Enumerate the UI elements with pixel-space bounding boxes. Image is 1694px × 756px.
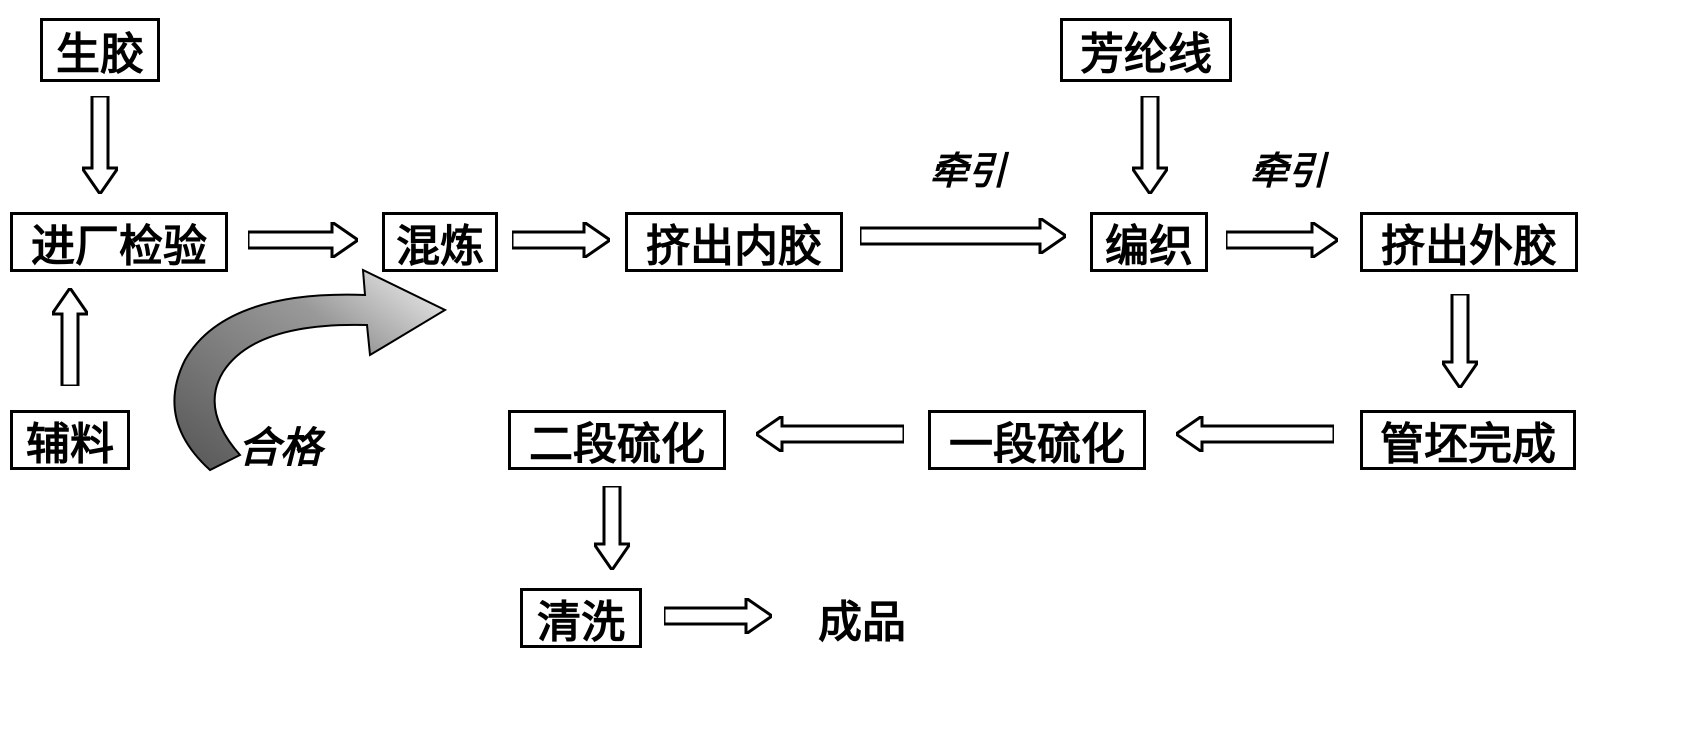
node-extrude-inner: 挤出内胶 bbox=[625, 212, 843, 272]
node-label: 清洗 bbox=[537, 586, 625, 650]
node-aramid: 芳纶线 bbox=[1060, 18, 1232, 82]
arrow-raw-to-insp bbox=[82, 96, 118, 194]
arrow-wash-to-prod bbox=[664, 598, 772, 634]
node-product: 成品 bbox=[802, 588, 922, 648]
arrow-blank-to-first bbox=[1176, 416, 1334, 452]
node-label: 辅料 bbox=[26, 408, 114, 472]
arrow-ext-in-to-braid bbox=[860, 218, 1066, 254]
node-blank-done: 管坯完成 bbox=[1360, 410, 1576, 470]
node-label: 成品 bbox=[818, 586, 906, 650]
arrow-ext-out-to-blank bbox=[1442, 294, 1478, 388]
node-braiding: 编织 bbox=[1090, 212, 1208, 272]
arrow-first-to-second bbox=[756, 416, 904, 452]
arrow-second-to-wash bbox=[594, 486, 630, 570]
arrow-mix-to-ext-in bbox=[512, 222, 610, 258]
node-label: 一段硫化 bbox=[949, 408, 1125, 472]
node-label: 芳纶线 bbox=[1080, 18, 1212, 82]
node-label: 挤出外胶 bbox=[1381, 210, 1557, 274]
arrow-braid-to-ext-out bbox=[1226, 222, 1338, 258]
node-second-vulc: 二段硫化 bbox=[508, 410, 726, 470]
node-label: 二段硫化 bbox=[529, 408, 705, 472]
node-wash: 清洗 bbox=[520, 588, 642, 648]
node-raw-rubber: 生胶 bbox=[40, 18, 160, 82]
curved-arrow-qualified bbox=[145, 250, 465, 478]
node-label: 生胶 bbox=[56, 18, 144, 82]
label-traction-2: 牵引 bbox=[1250, 140, 1326, 195]
node-extrude-outer: 挤出外胶 bbox=[1360, 212, 1578, 272]
arrow-aux-to-insp bbox=[52, 288, 88, 386]
node-auxiliary: 辅料 bbox=[10, 410, 130, 470]
node-label: 编织 bbox=[1105, 210, 1193, 274]
node-first-vulc: 一段硫化 bbox=[928, 410, 1146, 470]
node-label: 挤出内胶 bbox=[646, 210, 822, 274]
label-traction-1: 牵引 bbox=[930, 140, 1006, 195]
arrow-aramid-to-braid bbox=[1132, 96, 1168, 194]
node-label: 管坯完成 bbox=[1380, 408, 1556, 472]
